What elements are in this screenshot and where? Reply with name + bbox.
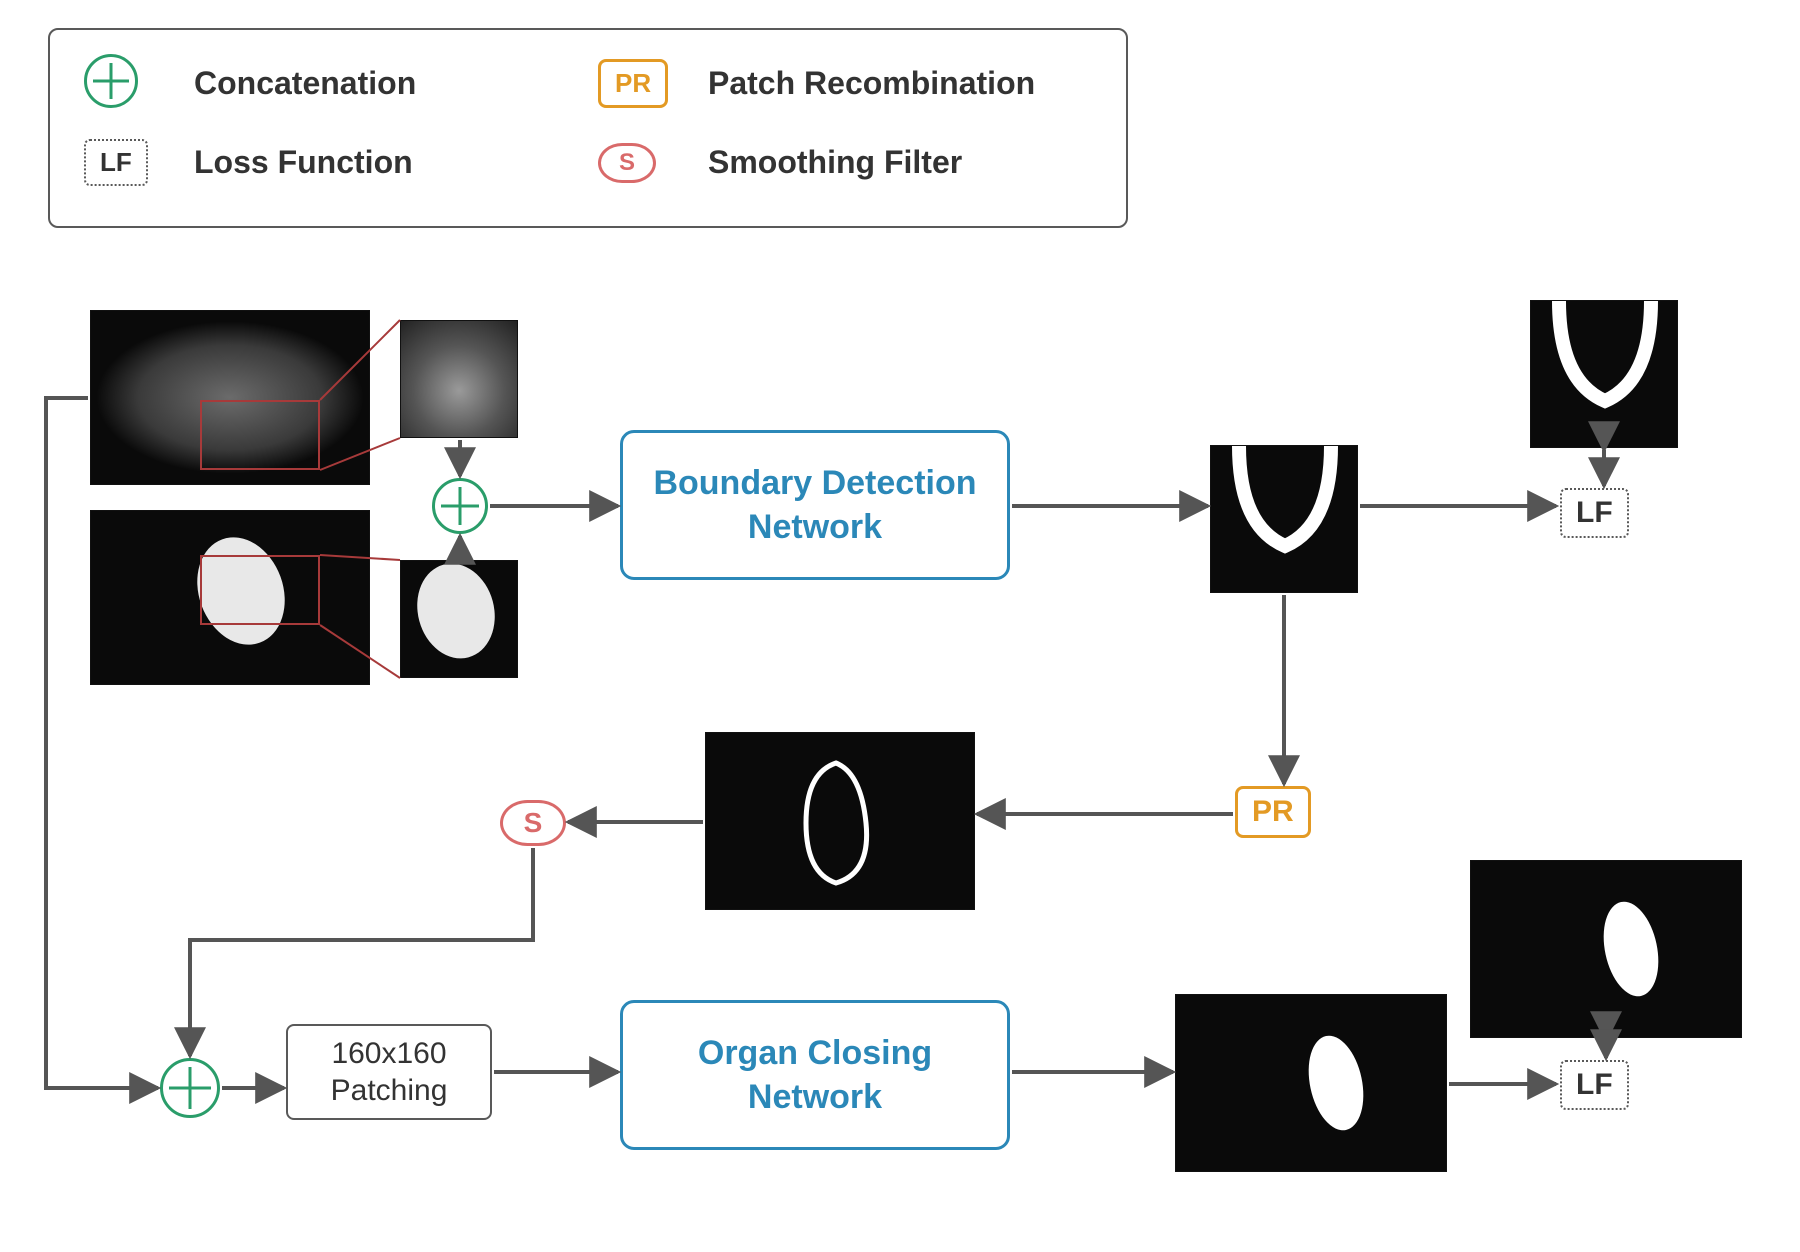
legend-label-lf: Loss Function bbox=[194, 144, 578, 181]
concat-top-icon bbox=[432, 478, 488, 539]
seg-highlight-box bbox=[200, 555, 320, 625]
lf-icon: LF bbox=[84, 139, 174, 186]
bdn-line1: Boundary Detection bbox=[653, 461, 976, 505]
boundary-patch-image bbox=[1210, 445, 1358, 593]
gt-boundary-patch-image bbox=[1530, 300, 1678, 448]
boundary-detection-network-box: Boundary Detection Network bbox=[620, 430, 1010, 580]
s-box: S bbox=[500, 800, 566, 846]
pr-icon: PR bbox=[598, 59, 688, 108]
s-icon: S bbox=[598, 143, 688, 183]
mri-patch-image bbox=[400, 320, 518, 438]
bdn-line2: Network bbox=[653, 505, 976, 549]
concat-bottom-icon bbox=[160, 1058, 220, 1123]
gt-organ-image bbox=[1470, 860, 1742, 1038]
lf-top-box: LF bbox=[1560, 488, 1629, 538]
mri-highlight-box bbox=[200, 400, 320, 470]
legend-grid: Concatenation PR Patch Recombination LF … bbox=[84, 54, 1092, 186]
patching-line1: 160x160 bbox=[331, 1035, 448, 1073]
full-boundary-image bbox=[705, 732, 975, 910]
legend-label-pr: Patch Recombination bbox=[708, 65, 1092, 102]
legend-label-s: Smoothing Filter bbox=[708, 144, 1092, 181]
patching-line2: Patching bbox=[331, 1072, 448, 1110]
ocn-line2: Network bbox=[698, 1075, 932, 1119]
legend-box: Concatenation PR Patch Recombination LF … bbox=[48, 28, 1128, 228]
organ-output-image bbox=[1175, 994, 1447, 1172]
ocn-line1: Organ Closing bbox=[698, 1031, 932, 1075]
patching-box: 160x160 Patching bbox=[286, 1024, 492, 1120]
seg-patch-image bbox=[400, 560, 518, 678]
pr-box: PR bbox=[1235, 786, 1311, 838]
lf-bottom-box: LF bbox=[1560, 1060, 1629, 1110]
organ-closing-network-box: Organ Closing Network bbox=[620, 1000, 1010, 1150]
legend-label-concat: Concatenation bbox=[194, 65, 578, 102]
concat-icon bbox=[84, 54, 174, 113]
